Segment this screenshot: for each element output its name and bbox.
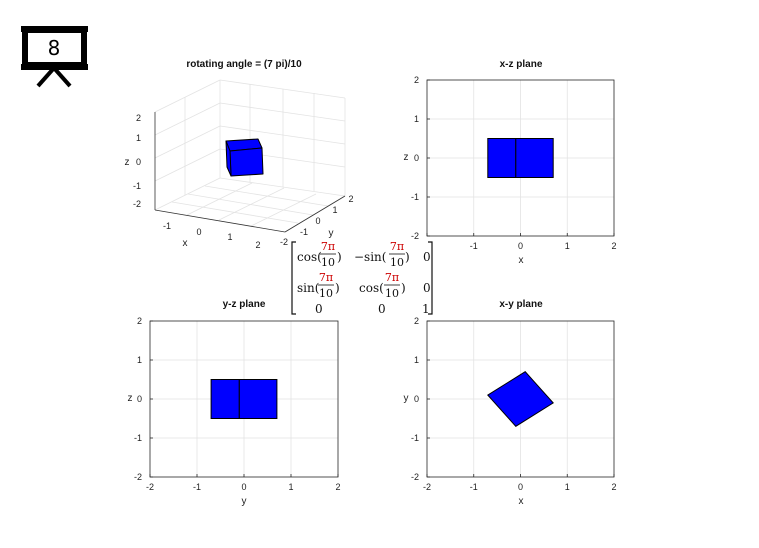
x-tick-label: -1 [470, 482, 478, 492]
plot-3d: rotating angle = (7 pi)/10 2 1 0 -1 -2 z… [125, 59, 354, 250]
y-tick-label: -1 [411, 192, 419, 202]
y-tick-label: -2 [280, 237, 288, 247]
cube-3d [225, 138, 264, 177]
plot-xy-title: x-y plane [499, 299, 543, 310]
z-tick-label: 1 [136, 133, 141, 143]
matrix-angle-numerator: 7π [385, 271, 399, 284]
xy-x-axis-label: x [519, 496, 524, 507]
y-tick-label: 1 [332, 205, 337, 215]
x-tick-label: 0 [196, 227, 201, 237]
x-tick-label: -2 [146, 482, 154, 492]
plot-3d-axes [154, 112, 346, 233]
rotation-matrix: cos( 7π 10 ) −sin( 7π 10 ) 0 sin( 7π 10 … [289, 240, 435, 316]
plot-3d-title: rotating angle = (7 pi)/10 [186, 59, 302, 70]
matrix-angle-numerator: 7π [319, 271, 333, 284]
x-tick-label: 2 [611, 241, 616, 251]
x-tick-label: -1 [163, 221, 171, 231]
y-tick-label: 0 [414, 394, 419, 404]
plot-xz-frame [426, 79, 615, 237]
y-axis-label: y [329, 228, 334, 239]
x-tick-label: -2 [423, 482, 431, 492]
yz-x-axis-label: y [242, 496, 247, 507]
y-tick-label: 1 [414, 355, 419, 365]
x-tick-label: 0 [241, 482, 246, 492]
matrix-paren: ) [337, 250, 342, 264]
x-tick-label: 1 [227, 232, 232, 242]
matrix-cell-neg-sin: −sin( [354, 250, 386, 264]
matrix-cell-zero: 0 [423, 250, 431, 264]
cube-face [238, 379, 278, 419]
matrix-angle-denominator: 10 [385, 287, 399, 300]
cube-face [210, 379, 240, 419]
matrix-cell-cos: cos( [359, 281, 384, 295]
matrix-cell-sin: sin( [297, 281, 319, 295]
x-tick-label: 1 [565, 241, 570, 251]
y-tick-label: 0 [414, 153, 419, 163]
cube-face [487, 138, 517, 178]
y-tick-label: -1 [411, 433, 419, 443]
matrix-angle-denominator: 10 [319, 287, 333, 300]
slide-number: 8 [48, 36, 61, 60]
matrix-paren: ) [405, 250, 410, 264]
plot-yz-title: y-z plane [223, 299, 266, 310]
y-tick-label: 1 [137, 355, 142, 365]
xz-y-axis-label: z [404, 152, 409, 163]
matrix-angle-numerator: 7π [390, 240, 404, 253]
z-tick-label: 2 [136, 113, 141, 123]
y-tick-label: -2 [411, 231, 419, 241]
matrix-cell-zero: 0 [378, 302, 386, 316]
yz-y-axis-label: z [128, 393, 133, 404]
y-tick-label: 2 [137, 316, 142, 326]
z-axis-label: z [125, 157, 130, 168]
x-tick-label: 1 [288, 482, 293, 492]
matrix-cell-cos: cos( [297, 250, 322, 264]
y-tick-label: 1 [414, 114, 419, 124]
y-tick-label: 0 [137, 394, 142, 404]
xy-y-axis-label: y [404, 393, 409, 404]
x-tick-label: -1 [470, 241, 478, 251]
matrix-paren: ) [401, 281, 406, 295]
y-tick-label: -2 [411, 472, 419, 482]
cube-face [515, 138, 554, 178]
plot-xz-grid [427, 80, 614, 236]
cube-face [487, 371, 554, 427]
x-tick-label: 2 [335, 482, 340, 492]
plot-yz-plane: y-z plane y z -2 -1 0 1 2 2 1 0 -1 -2 [128, 299, 341, 507]
matrix-cell-one: 1 [422, 302, 430, 316]
matrix-cell-zero: 0 [315, 302, 323, 316]
xz-x-axis-label: x [519, 255, 524, 266]
matrix-angle-denominator: 10 [321, 256, 335, 269]
x-tick-label: -1 [193, 482, 201, 492]
matrix-paren: ) [335, 281, 340, 295]
x-axis-label: x [183, 238, 188, 249]
plot-xz-title: x-z plane [500, 59, 543, 70]
matrix-angle-denominator: 10 [390, 256, 404, 269]
matrix-cell-zero: 0 [423, 281, 431, 295]
y-tick-label: 2 [348, 194, 353, 204]
plot-yz-frame [149, 320, 339, 478]
projector-screen-icon: 8 [21, 26, 88, 88]
y-tick-label: -1 [300, 227, 308, 237]
z-tick-label: 0 [136, 157, 141, 167]
matrix-angle-numerator: 7π [321, 240, 335, 253]
z-tick-label: -1 [133, 181, 141, 191]
x-tick-label: 2 [255, 240, 260, 250]
y-tick-label: 2 [414, 75, 419, 85]
x-tick-label: 1 [565, 482, 570, 492]
plot-3d-grid [154, 79, 346, 233]
matrix-right-bracket [428, 241, 433, 315]
x-tick-label: 0 [518, 241, 523, 251]
y-tick-label: 2 [414, 316, 419, 326]
plot-xy-frame [426, 320, 615, 478]
y-tick-label: 0 [315, 216, 320, 226]
z-tick-label: -2 [133, 199, 141, 209]
matrix-left-bracket [291, 241, 296, 315]
y-tick-label: -2 [134, 472, 142, 482]
x-tick-label: 2 [611, 482, 616, 492]
x-tick-label: 0 [518, 482, 523, 492]
y-tick-label: -1 [134, 433, 142, 443]
